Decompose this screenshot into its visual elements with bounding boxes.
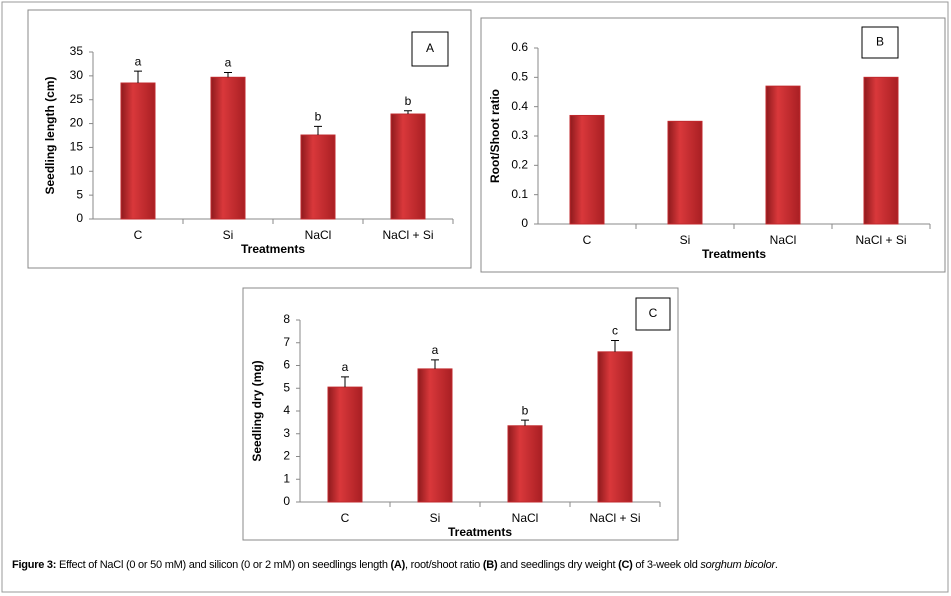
- significance-letter: c: [612, 324, 618, 338]
- panel-label: B: [876, 35, 884, 49]
- significance-letter: a: [432, 343, 439, 357]
- x-axis-title: Treatments: [448, 525, 512, 539]
- y-tick-label: 0.5: [511, 70, 528, 84]
- caption-part: and seedlings dry weight: [497, 559, 619, 571]
- caption-part: (A): [390, 559, 406, 571]
- x-tick-label: C: [583, 233, 592, 247]
- panel-label: C: [649, 306, 658, 320]
- y-tick-label: 0.3: [511, 128, 528, 142]
- significance-letter: a: [342, 360, 349, 374]
- panel-label: A: [426, 41, 434, 55]
- y-tick-label: 5: [283, 380, 290, 394]
- panel-label-box: [861, 26, 899, 59]
- x-axis-title: Treatments: [241, 242, 305, 256]
- caption: Figure 3: Effect of NaCl (0 or 50 mM) an…: [12, 559, 947, 571]
- bar: [863, 76, 899, 225]
- x-tick-label: Si: [680, 233, 691, 247]
- error-bar: [431, 359, 439, 369]
- y-tick-label: 0.6: [511, 40, 528, 54]
- y-tick-label: 20: [70, 116, 84, 130]
- y-tick-label: 10: [70, 163, 84, 177]
- panel-frame: [242, 287, 679, 541]
- error-bar: [404, 110, 412, 115]
- y-tick-label: 0: [76, 211, 83, 225]
- y-axis-title: Root/Shoot ratio: [488, 89, 502, 183]
- caption-part: , root/shoot ratio: [405, 559, 483, 571]
- y-tick-label: 1: [283, 471, 290, 485]
- bar: [765, 85, 801, 225]
- bar: [597, 351, 633, 503]
- y-tick-label: 25: [70, 92, 84, 106]
- caption-part: (C): [618, 559, 633, 571]
- caption-part: (B): [482, 559, 498, 571]
- bar: [667, 120, 703, 225]
- x-tick-label: Si: [223, 228, 234, 242]
- y-tick-label: 0.1: [511, 187, 528, 201]
- error-bar: [134, 70, 142, 84]
- error-bar: [521, 419, 529, 426]
- panel-label-box: [635, 297, 671, 331]
- y-tick-label: 3: [283, 426, 290, 440]
- x-tick-label: C: [134, 228, 143, 242]
- panel-frame: [480, 17, 946, 273]
- bar: [417, 368, 453, 503]
- error-bar: [611, 339, 619, 352]
- bar: [300, 134, 336, 220]
- y-axis-title: Seedling length (cm): [43, 76, 57, 194]
- caption-part: Figure 3:: [12, 559, 57, 571]
- x-tick-label: C: [341, 511, 350, 525]
- x-tick-label: Si: [430, 511, 441, 525]
- caption-part: sorghum bicolor: [700, 559, 775, 571]
- significance-letter: b: [405, 94, 412, 108]
- x-axis-title: Treatments: [702, 247, 766, 261]
- error-bar: [341, 376, 349, 388]
- caption-part: Effect of NaCl (0 or 50 mM) and silicon …: [56, 559, 391, 571]
- x-tick-label: NaCl: [305, 228, 332, 242]
- bar: [390, 113, 426, 220]
- significance-letter: a: [135, 54, 142, 68]
- x-tick-label: NaCl: [770, 233, 797, 247]
- y-tick-label: 35: [70, 44, 84, 58]
- bar: [569, 114, 605, 225]
- bar: [507, 425, 543, 503]
- bar: [120, 82, 156, 220]
- caption-part: .: [774, 559, 778, 571]
- y-tick-label: 0: [521, 216, 528, 230]
- significance-letter: a: [225, 56, 232, 70]
- y-axis-title: Seedling dry (mg): [250, 360, 264, 461]
- y-tick-label: 2: [283, 449, 290, 463]
- error-bar: [314, 125, 322, 136]
- bar: [327, 386, 363, 503]
- y-tick-label: 4: [283, 403, 290, 417]
- significance-letter: b: [315, 110, 322, 124]
- x-tick-label: NaCl: [512, 511, 539, 525]
- y-tick-label: 15: [70, 140, 84, 154]
- caption-part: of 3-week old: [632, 559, 701, 571]
- significance-letter: b: [522, 403, 529, 417]
- y-tick-label: 5: [76, 187, 83, 201]
- x-tick-label: NaCl + Si: [382, 228, 433, 242]
- y-tick-label: 7: [283, 335, 290, 349]
- x-tick-label: NaCl + Si: [855, 233, 906, 247]
- y-tick-label: 8: [283, 312, 290, 326]
- y-tick-label: 6: [283, 358, 290, 372]
- y-tick-label: 30: [70, 68, 84, 82]
- x-tick-label: NaCl + Si: [589, 511, 640, 525]
- y-tick-label: 0.2: [511, 158, 528, 172]
- y-tick-label: 0.4: [511, 99, 528, 113]
- y-tick-label: 0: [283, 494, 290, 508]
- bar: [210, 76, 246, 220]
- panel-frame: [27, 9, 472, 269]
- error-bar: [224, 72, 232, 78]
- panel-label-box: [411, 31, 449, 67]
